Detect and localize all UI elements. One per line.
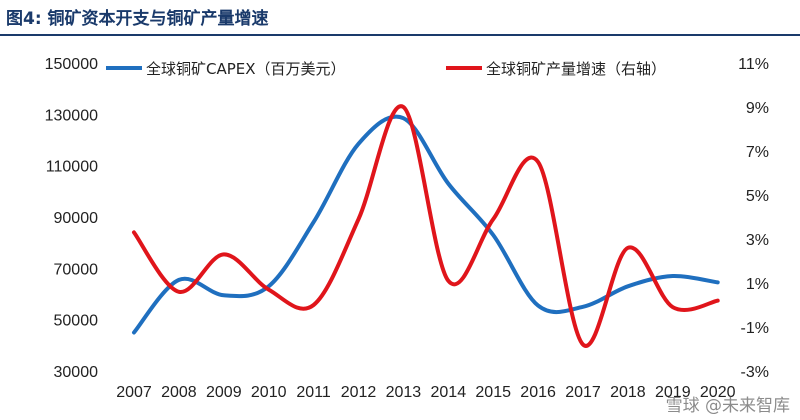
left-tick-label: 130000: [45, 107, 98, 124]
x-tick-label: 2018: [610, 384, 646, 401]
x-tick-label: 2015: [475, 384, 511, 401]
right-tick-label: 3%: [746, 232, 769, 249]
legend-label-capex: 全球铜矿CAPEX（百万美元）: [146, 60, 346, 78]
figure-title: 图4: 铜矿资本开支与铜矿产量增速: [6, 9, 269, 29]
right-tick-label: -3%: [741, 364, 769, 381]
left-tick-label: 90000: [54, 210, 99, 227]
x-tick-label: 2011: [296, 384, 331, 401]
series-layer: [132, 104, 720, 348]
capex-series-line: [132, 114, 720, 335]
x-tick-label: 2014: [431, 384, 467, 401]
watermark-text: 雪球 @未来智库: [665, 396, 790, 416]
left-tick-label: 110000: [46, 159, 98, 176]
right-tick-label: 5%: [746, 188, 769, 205]
x-tick-label: 2012: [341, 384, 377, 401]
x-tick-label: 2016: [520, 384, 556, 401]
x-tick-label: 2010: [251, 384, 287, 401]
x-tick-label: 2008: [161, 384, 197, 401]
right-tick-label: 7%: [746, 144, 769, 161]
production-growth-series-line: [132, 104, 720, 348]
x-tick-label: 2020: [700, 384, 736, 401]
left-tick-label: 30000: [54, 364, 99, 381]
x-tick-label: 2019: [655, 384, 691, 401]
left-tick-label: 50000: [54, 313, 99, 330]
right-tick-label: 11%: [738, 56, 769, 73]
right-tick-label: 1%: [746, 276, 769, 293]
x-tick-label: 2013: [386, 384, 422, 401]
right-tick-label: 9%: [746, 100, 769, 117]
x-tick-label: 2009: [206, 384, 242, 401]
right-y-axis: -3% -1% 1% 3% 5% 7% 9% 11%: [738, 56, 769, 381]
right-tick-label: -1%: [741, 320, 769, 337]
x-tick-label: 2017: [565, 384, 601, 401]
title-rule: [0, 34, 800, 36]
left-y-axis: 30000 50000 70000 90000 110000 130000 150000: [45, 56, 98, 381]
legend-label-growth: 全球铜矿产量增速（右轴）: [486, 60, 666, 78]
left-tick-label: 70000: [54, 261, 99, 278]
legend: 全球铜矿CAPEX（百万美元） 全球铜矿产量增速（右轴）: [106, 60, 666, 78]
x-axis: 2007 2008 2009 2010 2011 2012 2013 2014 2015 2016…: [116, 384, 735, 401]
x-tick-label: 2007: [116, 384, 152, 401]
left-tick-label: 150000: [45, 56, 98, 73]
